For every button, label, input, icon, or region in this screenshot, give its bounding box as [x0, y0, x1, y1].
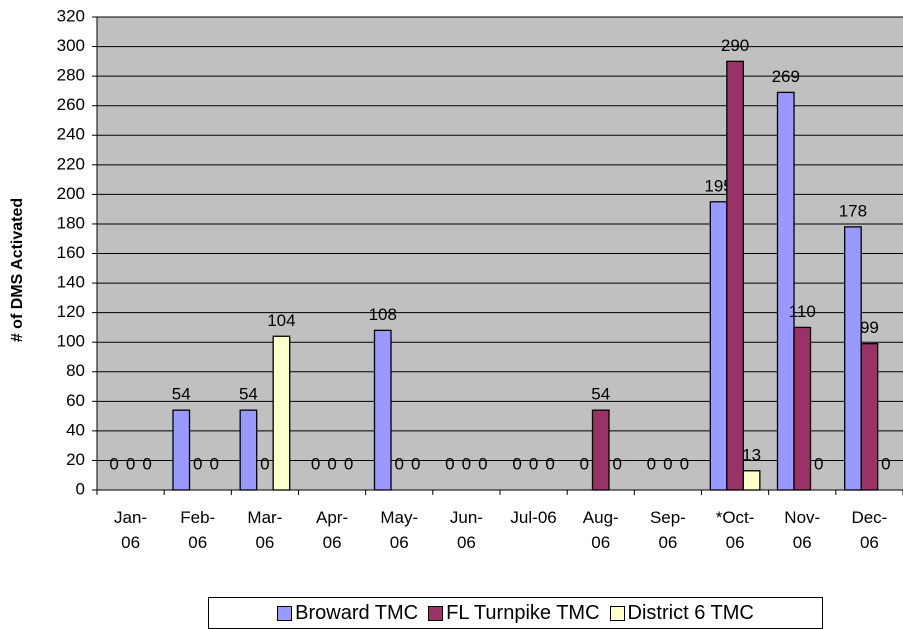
bar	[776, 91, 795, 491]
bar	[239, 409, 258, 491]
data-label: 0	[680, 454, 689, 473]
bar	[591, 409, 610, 491]
data-label: 104	[267, 311, 295, 330]
x-tick-label: Nov-06	[784, 508, 821, 552]
y-tick-label: 40	[66, 420, 85, 439]
data-label: 178	[839, 201, 867, 220]
legend-item: FL Turnpike TMC	[428, 601, 600, 625]
x-tick-label: Apr-06	[316, 508, 349, 552]
data-label: 0	[395, 454, 404, 473]
data-label: 269	[772, 67, 800, 86]
legend-label: FL Turnpike TMC	[446, 601, 600, 624]
y-tick-label: 160	[57, 243, 85, 262]
y-tick-label: 80	[66, 361, 85, 380]
x-tick-label: *Oct-06	[715, 508, 755, 552]
legend-swatch	[609, 605, 625, 621]
y-tick-label: 0	[76, 479, 85, 498]
bar	[844, 226, 862, 491]
legend: Broward TMC FL Turnpike TMC District 6 TMC	[208, 597, 823, 629]
y-tick-label: 220	[57, 154, 85, 173]
y-tick-label: 140	[57, 273, 85, 292]
data-label: 0	[512, 454, 521, 473]
data-label: 0	[529, 454, 538, 473]
data-label: 195	[704, 176, 732, 195]
x-tick-label: Jul-06	[510, 508, 557, 527]
y-tick-label: 280	[57, 66, 85, 85]
data-label: 0	[613, 454, 622, 473]
x-tick-label: Sep-06	[649, 508, 686, 552]
bar	[742, 470, 761, 491]
legend-item: Broward TMC	[277, 602, 418, 625]
y-tick-label: 200	[57, 184, 85, 203]
data-label: 0	[260, 454, 269, 473]
data-label: 0	[663, 454, 672, 473]
bar	[373, 329, 392, 491]
y-tick-label: 100	[57, 332, 85, 351]
x-tick-label: Aug-06	[582, 508, 619, 552]
data-label: 0	[210, 454, 219, 473]
y-axis-title: # of DMS Activated	[9, 198, 26, 342]
y-tick-label: 120	[57, 302, 85, 321]
data-label: 110	[789, 302, 816, 321]
x-tick-label: Dec-06	[851, 508, 888, 552]
legend-label: Broward TMC	[295, 601, 419, 624]
data-label: 0	[311, 454, 320, 473]
y-tick-label: 300	[57, 36, 85, 55]
y-tick-label: 320	[57, 6, 85, 25]
bar	[860, 343, 879, 491]
data-label: 0	[193, 454, 202, 473]
legend-swatch	[428, 605, 444, 621]
data-label: 108	[369, 305, 397, 324]
data-label: 0	[580, 454, 589, 473]
bar	[709, 201, 728, 491]
data-label: 0	[344, 454, 353, 473]
legend-label: District 6 TMC	[627, 601, 754, 624]
x-tick-label: Mar-06	[247, 508, 283, 552]
data-label: 0	[445, 454, 454, 473]
y-tick-label: 240	[57, 125, 85, 144]
legend-item: District 6 TMC	[609, 601, 754, 625]
data-label: 0	[814, 454, 823, 473]
data-label: 54	[239, 385, 258, 404]
data-label: 13	[742, 445, 761, 464]
data-label: 0	[881, 454, 890, 473]
bar	[726, 60, 744, 491]
data-label: 99	[860, 318, 879, 337]
data-label: 54	[172, 385, 191, 404]
data-label: 0	[327, 454, 336, 473]
x-tick-label: Jun-06	[449, 508, 483, 552]
y-tick-label: 20	[66, 450, 85, 469]
data-label: 0	[109, 454, 118, 473]
data-label: 0	[126, 454, 135, 473]
x-tick-label: Jan-06	[114, 508, 148, 552]
data-label: 0	[411, 454, 420, 473]
y-tick-label: 180	[57, 213, 85, 232]
data-label: 0	[478, 454, 487, 473]
data-label: 0	[462, 454, 471, 473]
legend-swatch	[277, 605, 293, 621]
data-label: 0	[545, 454, 554, 473]
bar	[172, 409, 191, 491]
x-tick-label: Feb-06	[180, 508, 216, 552]
x-tick-label: May-06	[380, 508, 419, 552]
y-tick-label: 260	[57, 95, 85, 114]
bar	[272, 335, 291, 491]
data-label: 0	[647, 454, 656, 473]
data-label: 290	[721, 36, 749, 55]
y-tick-label: 60	[66, 391, 85, 410]
bar	[793, 326, 812, 491]
data-label: 0	[142, 454, 151, 473]
data-label: 54	[591, 385, 610, 404]
